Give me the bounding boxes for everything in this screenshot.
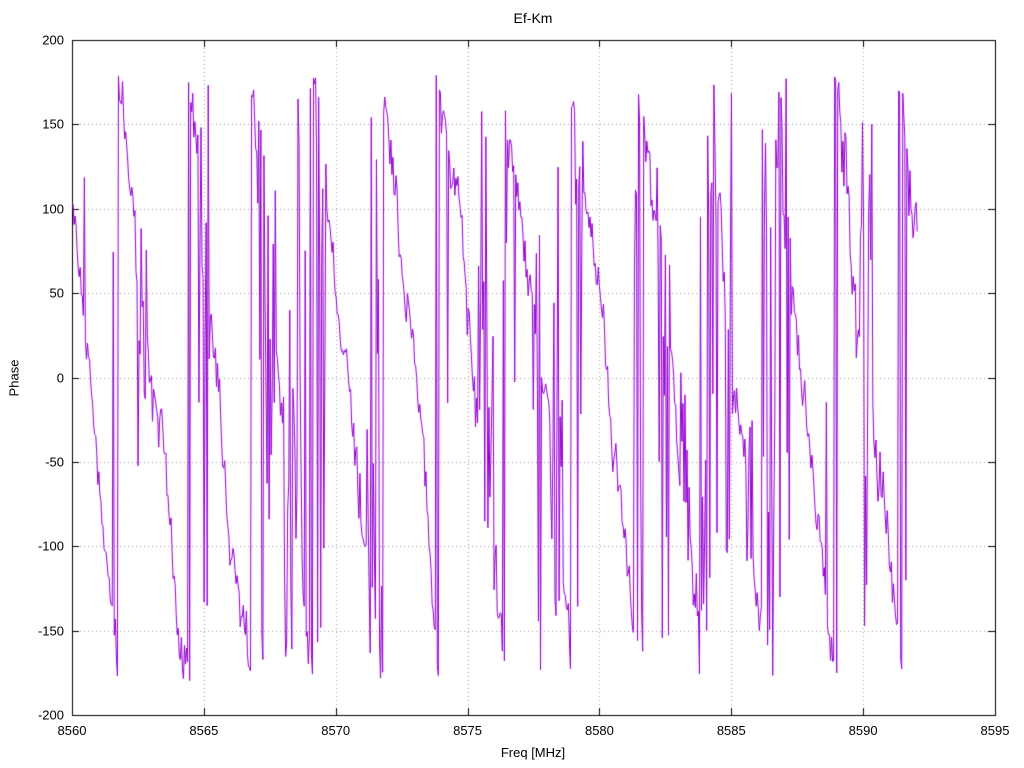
y-tick-label: 50 <box>49 285 64 301</box>
y-tick-label: -200 <box>37 707 64 723</box>
y-tick-label: 200 <box>42 32 64 48</box>
x-tick-label: 8560 <box>57 723 87 738</box>
y-tick-label: 100 <box>42 201 64 217</box>
x-tick-label: 8585 <box>716 723 746 738</box>
x-tick-label: 8565 <box>189 723 219 738</box>
y-tick-label: -50 <box>45 454 64 470</box>
x-tick-label: 8575 <box>453 723 483 738</box>
x-tick-label: 8595 <box>980 723 1010 738</box>
x-tick-label: 8580 <box>584 723 614 738</box>
y-tick-label: 150 <box>42 116 64 132</box>
x-tick-label: 8570 <box>321 723 351 738</box>
x-axis-label: Freq [MHz] <box>500 745 566 760</box>
x-tick-label: 8590 <box>848 723 878 738</box>
y-tick-label: 0 <box>56 370 64 385</box>
y-tick-label: -100 <box>37 538 64 554</box>
y-axis-label: Phase <box>6 359 22 397</box>
chart-title: Ef-Km <box>513 10 553 26</box>
y-tick-label: -150 <box>37 623 64 639</box>
